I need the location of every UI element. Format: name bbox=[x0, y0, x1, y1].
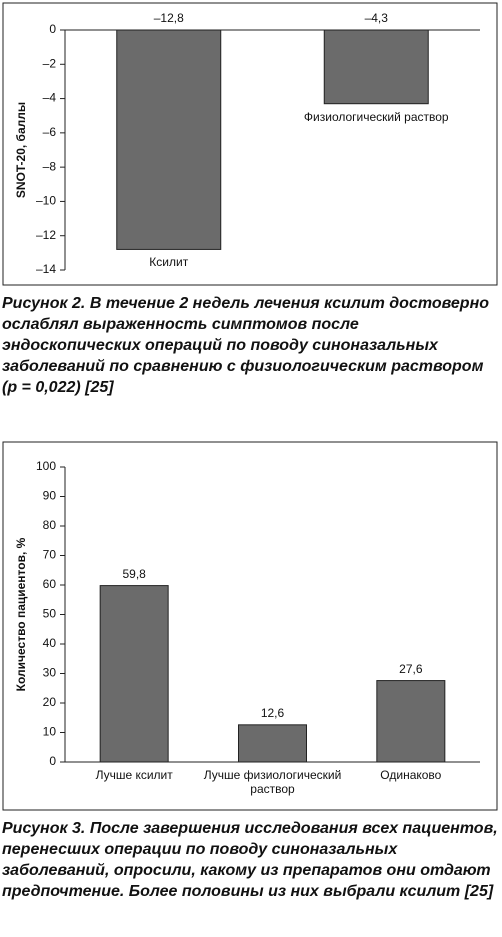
bar bbox=[323, 29, 429, 105]
value-label: 12,6 bbox=[261, 706, 285, 720]
y-axis-label: SNOT-20, баллы bbox=[14, 102, 28, 198]
frame bbox=[2, 2, 498, 286]
category-label-box: Одинаково bbox=[380, 768, 442, 782]
value-label: –4,3 bbox=[365, 11, 389, 25]
y-tick-label: –14 bbox=[36, 262, 56, 276]
y-axis-label: Количество пациентов, % bbox=[14, 537, 28, 691]
category-label-box: Лучше физиологический раствор bbox=[203, 768, 342, 796]
value-label: –12,8 bbox=[154, 11, 184, 25]
value-label: 27,6 bbox=[399, 662, 423, 676]
y-tick-label: –12 bbox=[36, 228, 56, 242]
frame bbox=[2, 441, 498, 811]
y-tick-label: 90 bbox=[43, 489, 57, 503]
x-tick-label: Ксилит bbox=[149, 255, 189, 270]
bar bbox=[116, 29, 222, 250]
y-tick-label: 60 bbox=[43, 577, 57, 591]
y-tick-label: 10 bbox=[43, 725, 57, 739]
x-tick-label: Одинаково bbox=[380, 768, 442, 782]
y-tick-label: 0 bbox=[49, 22, 56, 36]
y-tick-label: –2 bbox=[43, 56, 57, 70]
y-tick-label: 40 bbox=[43, 636, 57, 650]
y-tick-label: 50 bbox=[43, 607, 57, 621]
x-tick-label: Лучше физиологический раствор bbox=[203, 768, 342, 796]
bar bbox=[99, 585, 169, 763]
y-tick-label: –8 bbox=[43, 159, 57, 173]
bar bbox=[376, 680, 446, 763]
x-tick-label: Физиологический раствор bbox=[303, 109, 449, 124]
caption: Рисунок 2. В течение 2 недель лечения кс… bbox=[2, 295, 489, 396]
y-tick-label: 20 bbox=[43, 695, 57, 709]
category-label-box: Лучше ксилит bbox=[95, 768, 173, 782]
y-tick-label: 80 bbox=[43, 518, 57, 532]
bar bbox=[238, 724, 307, 763]
category-label-box: Ксилит bbox=[149, 255, 189, 270]
category-label-box: Физиологический раствор bbox=[303, 109, 449, 124]
y-tick-label: 100 bbox=[36, 459, 56, 473]
caption: Рисунок 3. После завершения исследования… bbox=[2, 820, 498, 900]
y-tick-label: –6 bbox=[43, 125, 57, 139]
x-tick-label: Лучше ксилит bbox=[95, 768, 173, 782]
y-tick-label: –4 bbox=[43, 91, 57, 105]
value-label: 59,8 bbox=[122, 567, 146, 581]
y-tick-label: 30 bbox=[43, 666, 57, 680]
y-tick-label: 0 bbox=[49, 754, 56, 768]
y-tick-label: –10 bbox=[36, 194, 56, 208]
y-tick-label: 70 bbox=[43, 548, 57, 562]
